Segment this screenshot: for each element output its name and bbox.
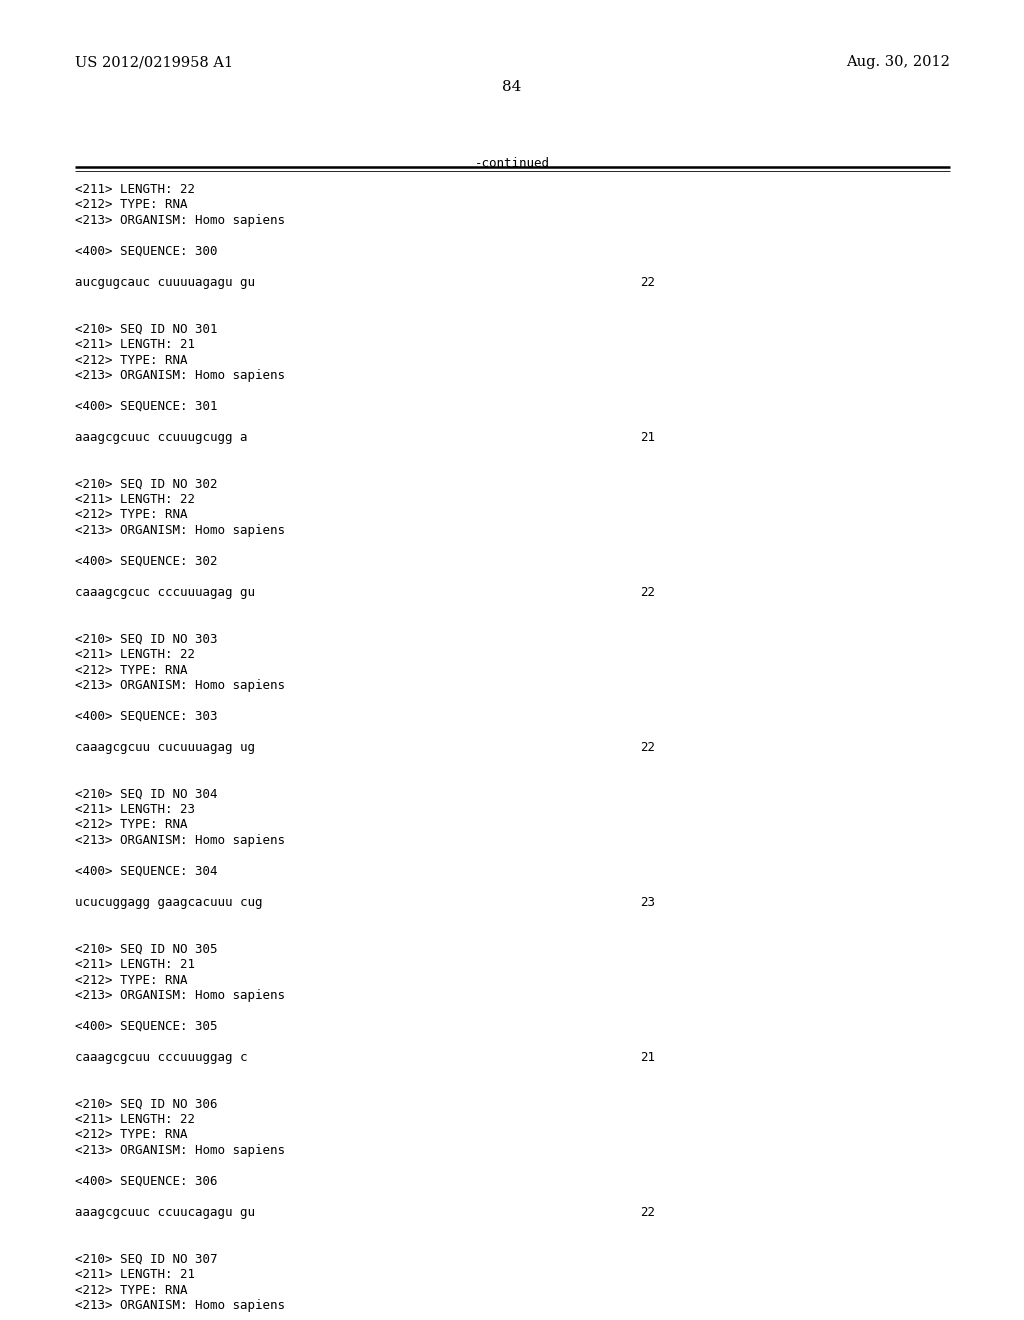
- Text: <210> SEQ ID NO 304: <210> SEQ ID NO 304: [75, 788, 217, 800]
- Text: <400> SEQUENCE: 300: <400> SEQUENCE: 300: [75, 246, 217, 257]
- Text: <210> SEQ ID NO 306: <210> SEQ ID NO 306: [75, 1097, 217, 1110]
- Text: <210> SEQ ID NO 301: <210> SEQ ID NO 301: [75, 322, 217, 335]
- Text: <211> LENGTH: 23: <211> LENGTH: 23: [75, 803, 195, 816]
- Text: <212> TYPE: RNA: <212> TYPE: RNA: [75, 1129, 187, 1142]
- Text: Aug. 30, 2012: Aug. 30, 2012: [846, 55, 950, 69]
- Text: 22: 22: [640, 741, 655, 754]
- Text: 22: 22: [640, 586, 655, 599]
- Text: 84: 84: [503, 81, 521, 94]
- Text: <400> SEQUENCE: 303: <400> SEQUENCE: 303: [75, 710, 217, 723]
- Text: caaagcgcuc cccuuuagag gu: caaagcgcuc cccuuuagag gu: [75, 586, 255, 599]
- Text: <212> TYPE: RNA: <212> TYPE: RNA: [75, 198, 187, 211]
- Text: <211> LENGTH: 22: <211> LENGTH: 22: [75, 1113, 195, 1126]
- Text: <213> ORGANISM: Homo sapiens: <213> ORGANISM: Homo sapiens: [75, 989, 285, 1002]
- Text: <213> ORGANISM: Homo sapiens: <213> ORGANISM: Homo sapiens: [75, 524, 285, 537]
- Text: US 2012/0219958 A1: US 2012/0219958 A1: [75, 55, 233, 69]
- Text: 21: 21: [640, 1051, 655, 1064]
- Text: 21: 21: [640, 432, 655, 444]
- Text: <212> TYPE: RNA: <212> TYPE: RNA: [75, 354, 187, 367]
- Text: -continued: -continued: [474, 157, 550, 170]
- Text: <212> TYPE: RNA: <212> TYPE: RNA: [75, 508, 187, 521]
- Text: <400> SEQUENCE: 304: <400> SEQUENCE: 304: [75, 865, 217, 878]
- Text: ucucuggagg gaagcacuuu cug: ucucuggagg gaagcacuuu cug: [75, 896, 262, 909]
- Text: <212> TYPE: RNA: <212> TYPE: RNA: [75, 974, 187, 986]
- Text: <211> LENGTH: 22: <211> LENGTH: 22: [75, 648, 195, 661]
- Text: aaagcgcuuc ccuuugcugg a: aaagcgcuuc ccuuugcugg a: [75, 432, 248, 444]
- Text: <211> LENGTH: 22: <211> LENGTH: 22: [75, 183, 195, 195]
- Text: <213> ORGANISM: Homo sapiens: <213> ORGANISM: Homo sapiens: [75, 1144, 285, 1158]
- Text: <211> LENGTH: 21: <211> LENGTH: 21: [75, 958, 195, 972]
- Text: <400> SEQUENCE: 301: <400> SEQUENCE: 301: [75, 400, 217, 413]
- Text: <213> ORGANISM: Homo sapiens: <213> ORGANISM: Homo sapiens: [75, 1299, 285, 1312]
- Text: <210> SEQ ID NO 305: <210> SEQ ID NO 305: [75, 942, 217, 956]
- Text: <210> SEQ ID NO 302: <210> SEQ ID NO 302: [75, 478, 217, 491]
- Text: <400> SEQUENCE: 302: <400> SEQUENCE: 302: [75, 554, 217, 568]
- Text: <212> TYPE: RNA: <212> TYPE: RNA: [75, 664, 187, 676]
- Text: <400> SEQUENCE: 305: <400> SEQUENCE: 305: [75, 1020, 217, 1034]
- Text: <212> TYPE: RNA: <212> TYPE: RNA: [75, 818, 187, 832]
- Text: <210> SEQ ID NO 303: <210> SEQ ID NO 303: [75, 632, 217, 645]
- Text: aaagcgcuuc ccuucagagu gu: aaagcgcuuc ccuucagagu gu: [75, 1206, 255, 1218]
- Text: <212> TYPE: RNA: <212> TYPE: RNA: [75, 1283, 187, 1296]
- Text: <213> ORGANISM: Homo sapiens: <213> ORGANISM: Homo sapiens: [75, 214, 285, 227]
- Text: 22: 22: [640, 276, 655, 289]
- Text: 22: 22: [640, 1206, 655, 1218]
- Text: <211> LENGTH: 21: <211> LENGTH: 21: [75, 1269, 195, 1280]
- Text: <211> LENGTH: 21: <211> LENGTH: 21: [75, 338, 195, 351]
- Text: caaagcgcuu cccuuuggag c: caaagcgcuu cccuuuggag c: [75, 1051, 248, 1064]
- Text: <213> ORGANISM: Homo sapiens: <213> ORGANISM: Homo sapiens: [75, 678, 285, 692]
- Text: <211> LENGTH: 22: <211> LENGTH: 22: [75, 492, 195, 506]
- Text: 23: 23: [640, 896, 655, 909]
- Text: <210> SEQ ID NO 307: <210> SEQ ID NO 307: [75, 1253, 217, 1266]
- Text: <400> SEQUENCE: 306: <400> SEQUENCE: 306: [75, 1175, 217, 1188]
- Text: aucgugcauc cuuuuagagu gu: aucgugcauc cuuuuagagu gu: [75, 276, 255, 289]
- Text: <213> ORGANISM: Homo sapiens: <213> ORGANISM: Homo sapiens: [75, 834, 285, 847]
- Text: caaagcgcuu cucuuuagag ug: caaagcgcuu cucuuuagag ug: [75, 741, 255, 754]
- Text: <213> ORGANISM: Homo sapiens: <213> ORGANISM: Homo sapiens: [75, 370, 285, 381]
